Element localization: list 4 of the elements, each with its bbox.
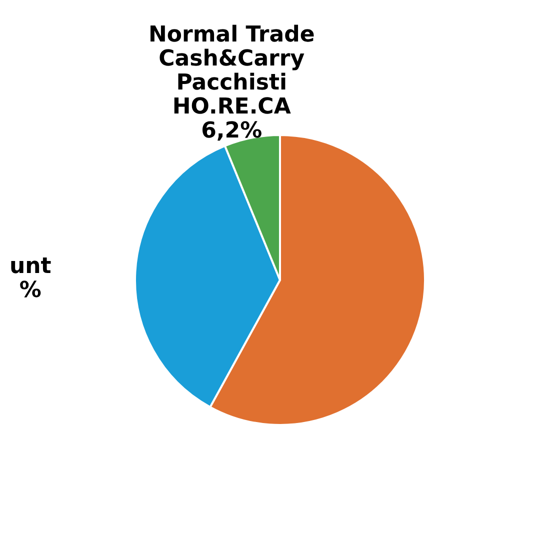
slice-label: Normal Trade Cash&Carry Pacchisti HO.RE.CA [148, 22, 315, 120]
data-label: % [19, 278, 42, 303]
data-label: 6,2% [201, 118, 262, 144]
slice-label: unt [9, 254, 52, 279]
